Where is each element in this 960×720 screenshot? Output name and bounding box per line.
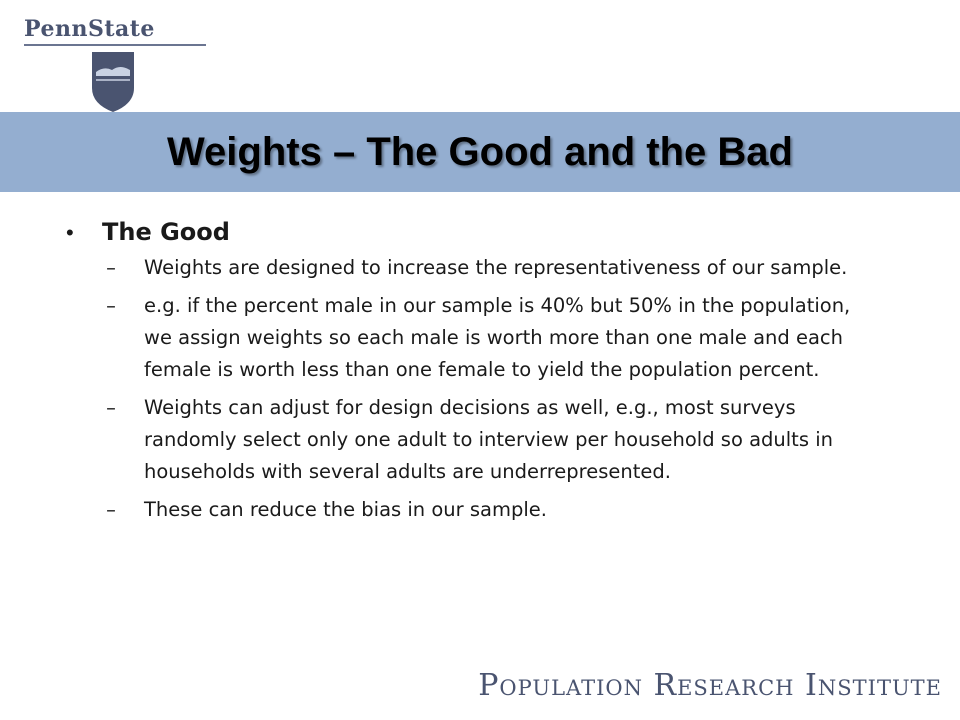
sub-bullet-list: – Weights are designed to increase the r… [66, 252, 906, 526]
dash-marker: – [106, 294, 116, 317]
institute-footer: Population Research Institute [478, 668, 942, 703]
pennstate-wordmark: PennState [24, 16, 155, 42]
slide-content: • The Good – Weights are designed to inc… [66, 218, 906, 532]
sub-bullet: – Weights are designed to increase the r… [78, 252, 906, 284]
sub-bullet-text: Weights are designed to increase the rep… [144, 256, 848, 279]
shield-icon [92, 52, 134, 112]
dash-marker: – [106, 256, 116, 279]
sub-bullet: – These can reduce the bias in our sampl… [78, 494, 906, 526]
pennstate-logo: PennState [24, 14, 214, 112]
sub-bullet-text: Weights can adjust for design decisions … [144, 396, 833, 483]
dash-marker: – [106, 396, 116, 419]
logo-underline [24, 44, 206, 46]
slide-title: Weights – The Good and the Bad [167, 129, 793, 174]
sub-bullet: – Weights can adjust for design decision… [78, 392, 906, 488]
sub-bullet: – e.g. if the percent male in our sample… [78, 290, 906, 386]
bullet-the-good: • The Good [66, 218, 906, 246]
sub-bullet-text: These can reduce the bias in our sample. [144, 498, 547, 521]
dash-marker: – [106, 498, 116, 521]
bullet-label: The Good [102, 218, 230, 246]
bullet-icon: • [66, 220, 74, 245]
sub-bullet-text: e.g. if the percent male in our sample i… [144, 294, 851, 381]
title-band: Weights – The Good and the Bad [0, 112, 960, 192]
